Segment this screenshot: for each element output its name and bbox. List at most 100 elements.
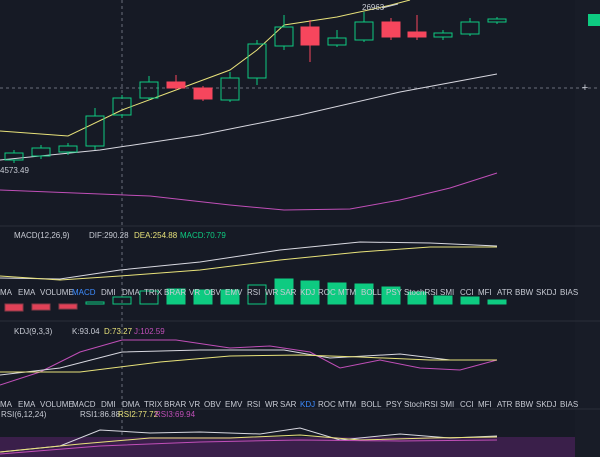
indicator-tab[interactable]: EMA (18, 400, 36, 409)
rsi-line (0, 427, 498, 453)
indicator-tab[interactable]: SKDJ (536, 288, 556, 297)
indicator-tab[interactable]: KDJ (300, 288, 315, 297)
candle (4, 152, 24, 161)
candle (460, 21, 480, 35)
indicator-tab[interactable]: PSY (386, 288, 403, 297)
indicator-tab[interactable]: VR (189, 400, 200, 409)
indicator-tab[interactable]: BIAS (560, 400, 578, 409)
indicator-tab[interactable]: EMV (225, 288, 243, 297)
indicator-tab[interactable]: SMI (440, 288, 454, 297)
candle (354, 21, 374, 41)
candle (31, 147, 51, 157)
indicator-tab[interactable]: StochRSI (404, 288, 438, 297)
indicator-tab[interactable]: VR (189, 288, 200, 297)
macd-bar (58, 303, 78, 310)
indicator-tab[interactable]: BOLL (361, 288, 382, 297)
indicator-tab[interactable]: SAR (280, 288, 297, 297)
macd-dif: DIF:290.28 (89, 231, 129, 240)
indicator-tab[interactable]: MA (0, 288, 13, 297)
macd-bar (381, 286, 401, 305)
indicator-tab[interactable]: StochRSI (404, 400, 438, 409)
macd-bar (300, 280, 320, 305)
rsi1: RSI1:86.88 (80, 410, 121, 419)
indicator-tab[interactable]: DMI (101, 400, 116, 409)
macd-bar (433, 295, 453, 305)
indicator-tab[interactable]: BRAR (164, 288, 186, 297)
indicator-tab[interactable]: EMA (18, 288, 36, 297)
dif-line (0, 241, 498, 280)
candle (247, 43, 267, 79)
dea-line (0, 246, 497, 281)
rsi-line (0, 434, 498, 453)
macd-bar (220, 289, 240, 305)
indicator-tab[interactable]: BOLL (361, 400, 382, 409)
indicator-tab[interactable]: MFI (478, 288, 492, 297)
indicator-tab[interactable]: WR (265, 400, 279, 409)
candle (300, 26, 320, 46)
indicator-tab[interactable]: TRIX (144, 400, 163, 409)
macd-bar (31, 303, 51, 311)
indicator-tab[interactable]: RSI (247, 400, 260, 409)
macd-bar (85, 301, 105, 305)
indicator-tab[interactable]: PSY (386, 400, 403, 409)
indicator-tab[interactable]: RSI (247, 288, 260, 297)
indicator-tab[interactable]: OBV (204, 288, 222, 297)
indicator-tab[interactable]: WR (265, 288, 279, 297)
indicator-tab[interactable]: BIAS (560, 288, 578, 297)
indicator-tab[interactable]: ATR (497, 288, 513, 297)
macd-bar (193, 289, 213, 305)
candle (381, 21, 401, 38)
candle (433, 32, 453, 38)
overbought-zone (0, 437, 575, 457)
macd-title: MACD(12,26,9) (14, 231, 70, 240)
indicator-tab[interactable]: MACD (72, 288, 96, 297)
kdj-k: K:93.04 (72, 327, 100, 336)
kdj-title: KDJ(9,3,3) (14, 327, 53, 336)
macd-bar (274, 278, 294, 305)
ma-line (0, 172, 498, 211)
indicator-tab[interactable]: CCI (460, 400, 474, 409)
indicator-tab[interactable]: MTM (338, 288, 357, 297)
indicator-tab[interactable]: MACD (72, 400, 96, 409)
indicator-tab[interactable]: ROC (318, 288, 336, 297)
macd-bar (112, 296, 132, 305)
d-line (0, 354, 497, 373)
candle (274, 26, 294, 47)
indicator-tab[interactable]: DMA (122, 400, 140, 409)
indicator-tab[interactable]: MFI (478, 400, 492, 409)
indicator-tab[interactable]: VOLUME (40, 288, 74, 297)
indicator-tab[interactable]: KDJ (300, 400, 315, 409)
ma-line (0, 73, 498, 161)
indicator-tab[interactable]: ROC (318, 400, 336, 409)
indicator-tab[interactable]: MTM (338, 400, 357, 409)
candle (58, 145, 78, 153)
indicator-tab[interactable]: SKDJ (536, 400, 556, 409)
candles (4, 12, 507, 163)
indicator-tab[interactable]: DMI (101, 288, 116, 297)
candle (139, 81, 159, 99)
macd-bar (247, 284, 267, 305)
indicator-tab[interactable]: BRAR (164, 400, 186, 409)
j-line (0, 339, 498, 386)
indicator-tab[interactable]: DMA (122, 288, 140, 297)
candle (220, 77, 240, 101)
macd-bar (354, 283, 374, 305)
indicator-tab[interactable]: ATR (497, 400, 513, 409)
high-arrow (381, 3, 399, 9)
macd-dea: DEA:254.88 (134, 231, 178, 240)
indicator-tab[interactable]: VOLUME (40, 400, 74, 409)
indicator-tab[interactable]: BBW (515, 400, 534, 409)
indicator-tab[interactable]: TRIX (144, 288, 163, 297)
macd-value: MACD:70.79 (180, 231, 226, 240)
rsi3: RSI3:69.94 (155, 410, 196, 419)
macd-bar (460, 296, 480, 305)
indicator-tab[interactable]: CCI (460, 288, 474, 297)
indicator-tab[interactable]: SMI (440, 400, 454, 409)
indicator-tab[interactable]: SAR (280, 400, 297, 409)
indicator-tab[interactable]: OBV (204, 400, 222, 409)
indicator-tab[interactable]: EMV (225, 400, 243, 409)
indicator-tab[interactable]: BBW (515, 288, 534, 297)
indicator-tab[interactable]: MA (0, 400, 13, 409)
